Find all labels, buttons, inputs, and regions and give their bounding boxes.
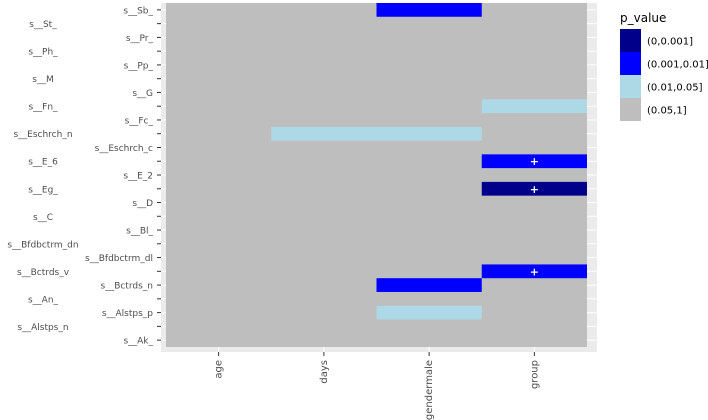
y-tick-label: s__Fc_ <box>125 116 154 126</box>
y-tick-label: s__E_6 <box>28 158 58 168</box>
legend-label: (0.05,1] <box>647 106 687 117</box>
x-tick-label: age <box>214 360 225 379</box>
legend-label: (0.001,0.01] <box>647 60 708 71</box>
heatmap-background-tiles <box>166 3 587 347</box>
legend: p_value (0,0.001] (0.001,0.01] (0.01,0.05]… <box>620 11 708 121</box>
legend-key <box>620 98 641 121</box>
legend-label: (0.01,0.05] <box>647 83 703 94</box>
legend-label: (0,0.001] <box>647 37 693 48</box>
y-tick-label: s__Ph_ <box>28 48 58 58</box>
heatmap-cell <box>376 278 482 292</box>
heatmap-cells: + + + <box>166 3 587 347</box>
y-tick-label: s__An_ <box>28 295 59 305</box>
x-axis: age days gendermale group <box>214 352 540 420</box>
heatmap-cell <box>376 126 482 141</box>
x-tick-label: group <box>529 360 540 389</box>
y-tick-label: s__D <box>132 199 153 209</box>
y-tick-label: s__Pr_ <box>126 34 154 44</box>
y-tick-label: s__Bl_ <box>126 227 153 237</box>
heatmap-cell <box>481 264 587 279</box>
x-tick-label: gendermale <box>424 360 435 420</box>
y-tick-label: s__Pp_ <box>124 61 154 71</box>
y-tick-label: s__Alstps_p <box>102 309 153 319</box>
y-tick-label: s__Eschrch_c <box>95 144 153 154</box>
y-tick-label: s__Fn_ <box>28 103 58 113</box>
heatmap-cell <box>376 305 482 320</box>
y-tick-label: s__Alstps_n <box>17 323 68 333</box>
x-tick-label: days <box>319 360 330 384</box>
y-tick-label: s__Eg_ <box>28 185 58 195</box>
legend-key <box>620 29 641 52</box>
y-tick-label: s__Bfdbctrm_dl <box>85 254 153 264</box>
y-tick-label: s__Eschrch_n <box>13 130 72 140</box>
legend-key <box>620 75 641 98</box>
heatmap-cell <box>481 99 587 114</box>
y-tick-label: s__C <box>33 213 53 223</box>
y-tick-label: s__Bfdbctrm_dn <box>7 240 78 250</box>
y-tick-label: s__Ak_ <box>123 337 153 347</box>
legend-key <box>620 52 641 75</box>
y-tick-label: s__E_2 <box>123 172 153 182</box>
significance-mark: + <box>530 265 539 278</box>
heatmap-cell <box>481 181 587 196</box>
y-tick-label: s__Bctrds_v <box>17 268 70 278</box>
legend-title: p_value <box>620 11 666 25</box>
significance-mark: + <box>530 183 539 196</box>
y-tick-label: s__M <box>32 75 53 85</box>
significance-mark: + <box>530 155 539 168</box>
heatmap-cell <box>481 154 587 169</box>
y-tick-label: s__G <box>132 89 153 99</box>
y-tick-label: s__Bctrds_n <box>101 282 154 292</box>
y-tick-label: s__St_ <box>29 20 57 30</box>
y-tick-label: s__Sb_ <box>123 6 153 16</box>
y-axis: s__Ak_ s__Alstps_n s__Alstps_p s__An_ s__Bct… <box>7 6 161 347</box>
heatmap-cell <box>271 126 377 141</box>
heatmap-cell <box>376 3 482 17</box>
